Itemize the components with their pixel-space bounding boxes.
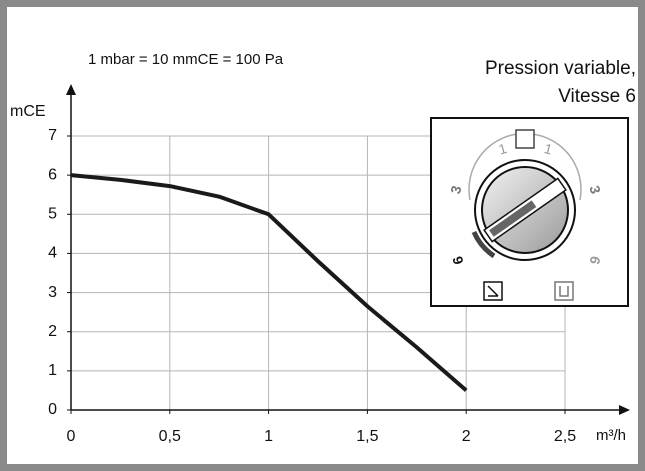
dial-label: 6 [586,254,604,266]
dial-inset: 1 1 3 3 6 6 [430,117,629,307]
dial-arc [471,230,496,259]
curve [70,173,468,392]
y-tick-label: 5 [48,206,57,223]
dial-slot [483,177,567,243]
y-tick-label: 6 [48,166,57,183]
inset-title: Pression variable, [485,58,636,79]
dial-label: 3 [587,184,605,196]
mode-icon [559,286,569,297]
x-axis-label: m³/h [596,427,626,444]
dial-label: 3 [447,184,465,196]
y-axis-arrow [66,84,76,95]
mode-icon [554,281,574,301]
annotation: 1 mbar = 10 mmCE = 100 Pa [88,51,284,68]
x-tick-label: 2,5 [554,428,576,445]
y-tick-label: 1 [48,362,57,379]
x-tick-label: 1,5 [356,428,378,445]
y-axis-label: mCE [10,103,46,120]
y-tick-label: 7 [48,127,57,144]
x-tick-label: 2 [462,428,471,445]
mode-icon [487,285,499,297]
dial-label: 1 [542,140,554,158]
inset-title: Vitesse 6 [558,86,636,107]
x-tick-label: 0 [67,428,76,445]
dial-label: 6 [449,254,467,266]
y-tick-label: 4 [48,245,57,262]
dial-label: 1 [497,140,509,158]
y-tick-label: 0 [48,401,57,418]
y-tick-label: 2 [48,323,57,340]
x-tick-label: 0,5 [159,428,181,445]
x-tick-label: 1 [264,428,273,445]
y-tick-label: 3 [48,284,57,301]
x-axis-arrow [619,405,630,415]
dial-icon [515,129,535,149]
